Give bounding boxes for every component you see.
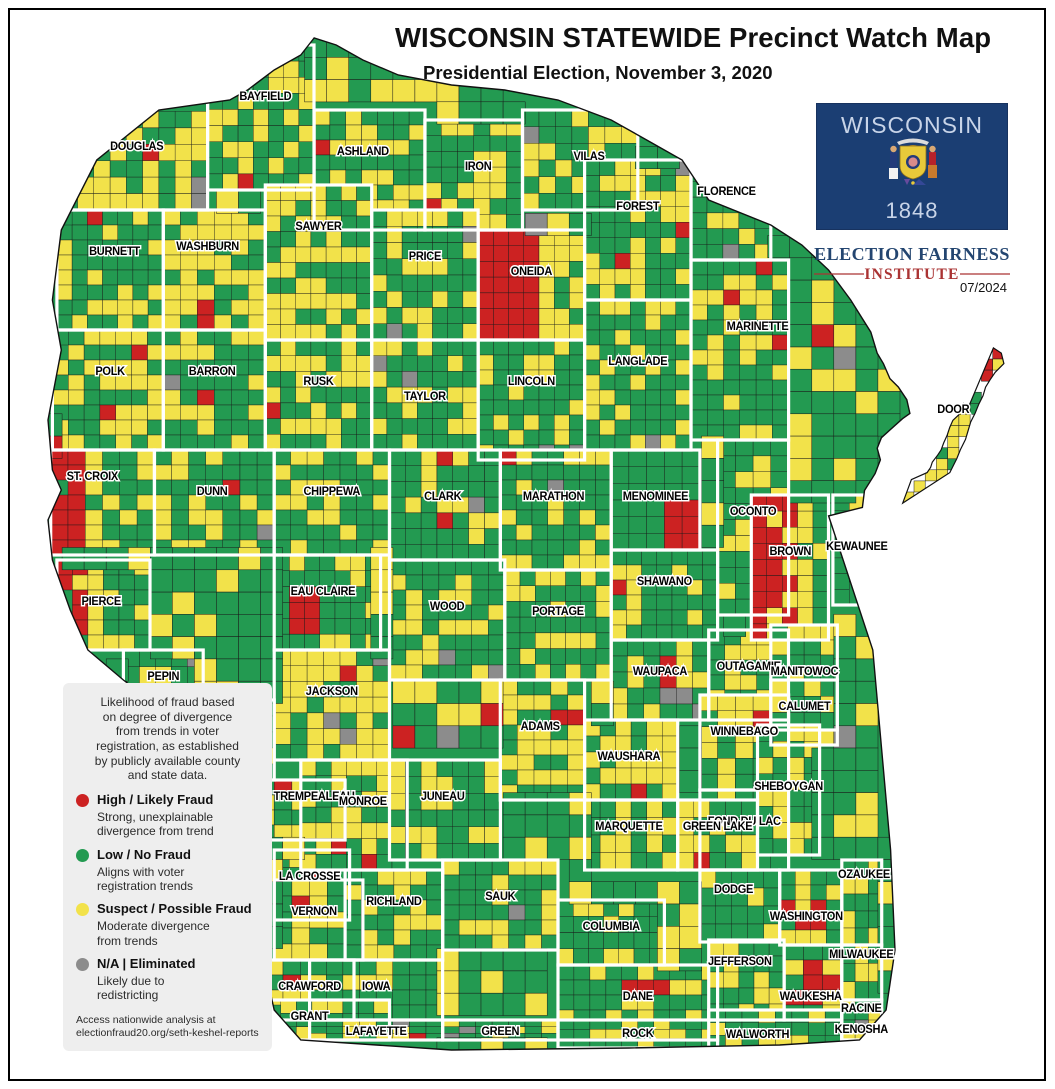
svg-text:PRICE: PRICE: [409, 251, 442, 263]
svg-text:KENOSHA: KENOSHA: [835, 1024, 889, 1036]
svg-text:POLK: POLK: [95, 366, 125, 378]
svg-text:RUSK: RUSK: [303, 376, 334, 388]
svg-text:ONEIDA: ONEIDA: [511, 266, 553, 278]
svg-text:VILAS: VILAS: [573, 151, 605, 163]
svg-text:WAUKESHA: WAUKESHA: [780, 991, 843, 1003]
svg-text:DUNN: DUNN: [197, 486, 228, 498]
svg-text:PORTAGE: PORTAGE: [532, 606, 584, 618]
svg-text:RICHLAND: RICHLAND: [366, 896, 421, 908]
svg-text:ADAMS: ADAMS: [521, 721, 561, 733]
svg-text:WAUSHARA: WAUSHARA: [598, 751, 662, 763]
svg-text:GREEN LAKE: GREEN LAKE: [683, 821, 753, 833]
svg-text:FOREST: FOREST: [616, 201, 659, 213]
svg-text:MONROE: MONROE: [339, 796, 388, 808]
svg-text:SAUK: SAUK: [485, 891, 516, 903]
svg-text:LANGLADE: LANGLADE: [608, 356, 668, 368]
svg-text:WASHINGTON: WASHINGTON: [770, 911, 843, 923]
svg-text:ASHLAND: ASHLAND: [337, 146, 389, 158]
svg-text:IOWA: IOWA: [362, 981, 391, 993]
svg-text:GRANT: GRANT: [291, 1011, 329, 1023]
svg-text:IRON: IRON: [465, 161, 491, 173]
svg-text:SHEBOYGAN: SHEBOYGAN: [754, 781, 823, 793]
svg-text:MENOMINEE: MENOMINEE: [623, 491, 689, 503]
svg-text:LAFAYETTE: LAFAYETTE: [346, 1026, 407, 1038]
svg-text:SAWYER: SAWYER: [295, 221, 342, 233]
svg-text:WAUPACA: WAUPACA: [633, 666, 688, 678]
svg-text:VERNON: VERNON: [291, 906, 337, 918]
svg-text:DANE: DANE: [623, 991, 654, 1003]
svg-text:LA CROSSE: LA CROSSE: [279, 871, 341, 883]
svg-text:WOOD: WOOD: [430, 601, 464, 613]
svg-text:MARINETTE: MARINETTE: [727, 321, 789, 333]
svg-text:SHAWANO: SHAWANO: [637, 576, 692, 588]
svg-text:MILWAUKEE: MILWAUKEE: [829, 949, 894, 961]
svg-text:WALWORTH: WALWORTH: [726, 1029, 789, 1041]
svg-text:DODGE: DODGE: [714, 884, 754, 896]
svg-text:CLARK: CLARK: [424, 491, 462, 503]
svg-text:INSTITUTE: INSTITUTE: [864, 266, 959, 283]
svg-text:OZAUKEE: OZAUKEE: [838, 869, 891, 881]
svg-text:PEPIN: PEPIN: [147, 671, 179, 683]
svg-text:MANITOWOC: MANITOWOC: [771, 666, 839, 678]
svg-text:BARRON: BARRON: [189, 366, 236, 378]
svg-text:ELECTION FAIRNESS: ELECTION FAIRNESS: [814, 244, 1010, 264]
svg-text:GREEN: GREEN: [481, 1026, 519, 1038]
svg-text:WINNEBAGO: WINNEBAGO: [711, 726, 779, 738]
svg-text:CALUMET: CALUMET: [779, 701, 831, 713]
svg-text:PIERCE: PIERCE: [81, 596, 121, 608]
svg-text:JUNEAU: JUNEAU: [421, 791, 465, 803]
svg-text:WASHBURN: WASHBURN: [176, 241, 239, 253]
svg-text:DOUGLAS: DOUGLAS: [110, 141, 164, 153]
svg-text:MARATHON: MARATHON: [523, 491, 584, 503]
svg-text:ROCK: ROCK: [622, 1028, 654, 1040]
svg-text:JACKSON: JACKSON: [306, 686, 358, 698]
svg-text:DOOR: DOOR: [937, 404, 970, 416]
svg-text:BROWN: BROWN: [770, 546, 812, 558]
svg-text:CHIPPEWA: CHIPPEWA: [303, 486, 361, 498]
svg-text:OCONTO: OCONTO: [730, 506, 777, 518]
svg-text:KEWAUNEE: KEWAUNEE: [826, 541, 888, 553]
svg-text:RACINE: RACINE: [841, 1003, 882, 1015]
svg-text:FLORENCE: FLORENCE: [697, 186, 756, 198]
svg-text:BURNETT: BURNETT: [89, 246, 140, 258]
svg-text:COLUMBIA: COLUMBIA: [583, 921, 641, 933]
svg-text:LINCOLN: LINCOLN: [508, 376, 555, 388]
svg-text:TAYLOR: TAYLOR: [404, 391, 447, 403]
svg-text:CRAWFORD: CRAWFORD: [278, 981, 341, 993]
svg-text:EAU CLAIRE: EAU CLAIRE: [291, 586, 356, 598]
svg-text:MARQUETTE: MARQUETTE: [595, 821, 663, 833]
svg-text:JEFFERSON: JEFFERSON: [708, 956, 772, 968]
svg-text:ST. CROIX: ST. CROIX: [67, 471, 119, 483]
svg-text:BAYFIELD: BAYFIELD: [239, 91, 291, 103]
